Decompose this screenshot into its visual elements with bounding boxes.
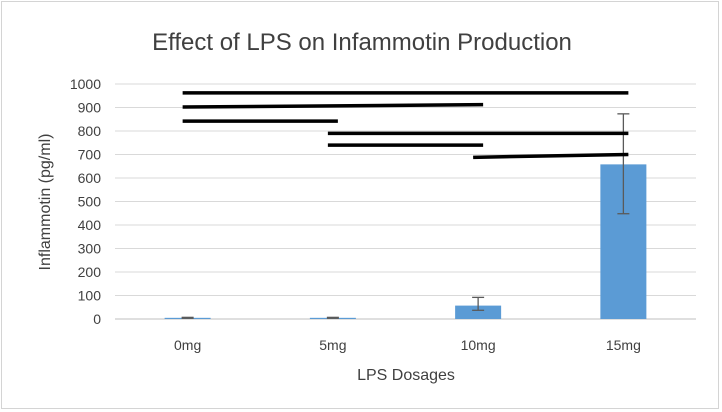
x-tick-label: 5mg <box>319 337 346 353</box>
y-tick-label: 300 <box>78 241 102 257</box>
gridlines <box>115 83 696 320</box>
x-tick-label: 0mg <box>174 337 201 353</box>
significance-line-10mg-15mg <box>473 152 629 160</box>
y-tick-label: 100 <box>78 288 102 304</box>
y-tick-label: 900 <box>78 100 102 116</box>
x-tick-labels: 0mg 5mg 10mg 15mg <box>174 337 641 353</box>
y-axis-title: Inflammotin (pg/ml) <box>37 134 54 271</box>
significance-line-0mg-10mg <box>182 102 484 109</box>
y-tick-label: 600 <box>78 170 102 186</box>
y-tick-label: 0 <box>93 311 101 327</box>
error-bars <box>181 113 630 319</box>
y-tick-label: 700 <box>78 147 102 163</box>
y-tick-label: 800 <box>78 123 102 139</box>
x-tick-label: 10mg <box>461 337 496 353</box>
y-tick-labels: 0 100 200 300 400 500 600 700 800 900 1000 <box>70 76 101 327</box>
chart-title: Effect of LPS on Infammotin Production <box>152 29 572 56</box>
significance-lines <box>182 91 629 160</box>
x-axis-title: LPS Dosages <box>357 367 455 384</box>
y-tick-label: 200 <box>78 264 102 280</box>
x-tick-label: 15mg <box>606 337 641 353</box>
y-tick-label: 1000 <box>70 76 101 92</box>
y-tick-label: 500 <box>78 194 102 210</box>
y-tick-label: 400 <box>78 217 102 233</box>
bar-10mg <box>455 305 502 319</box>
